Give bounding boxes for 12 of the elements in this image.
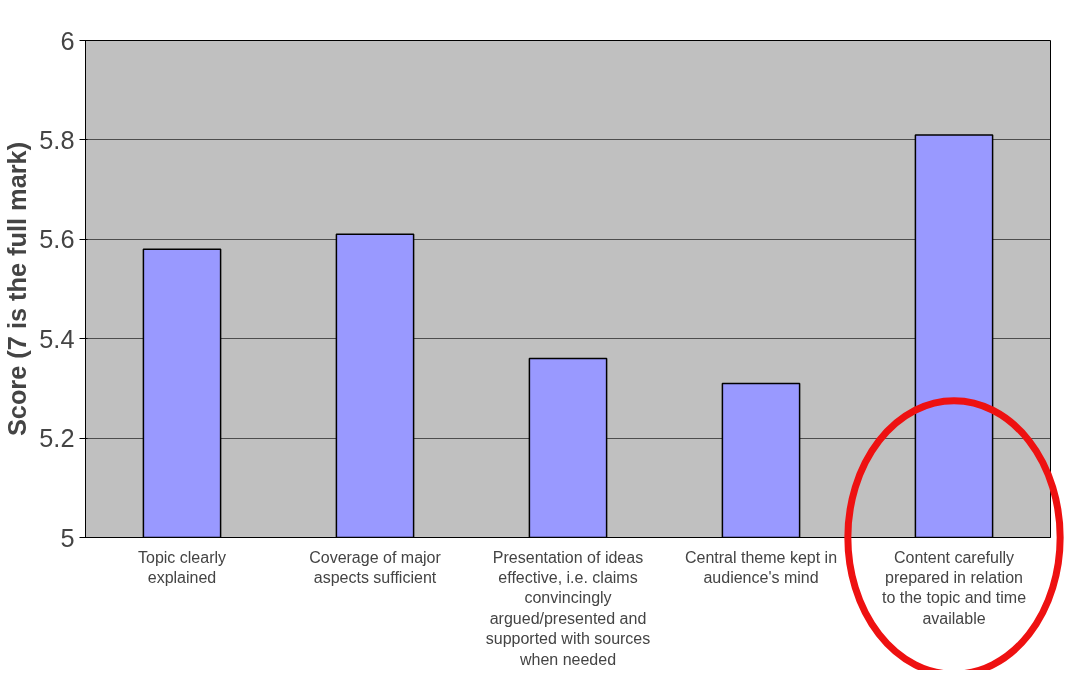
- y-tick-label: 5.6: [39, 225, 75, 254]
- y-tick-label: 5.2: [39, 424, 75, 453]
- y-tick-label: 5: [60, 523, 75, 552]
- y-tick-label: 6: [60, 26, 75, 55]
- y-tick-label: 5.8: [39, 125, 75, 154]
- x-tick-label: Coverage of major aspects sufficient: [309, 548, 442, 586]
- y-tick-label: 5.4: [39, 324, 75, 353]
- x-tick-label: Topic clearly explained: [137, 548, 227, 586]
- x-tick-label: Content carefully prepared in relation to the topic and time available: [881, 548, 1027, 627]
- x-tick-label: Presentation of ideas effective, i.e. claims convincingly argued/presented and supported with sources when needed: [485, 548, 651, 668]
- y-axis-title: Score (7 is the full mark): [3, 141, 32, 437]
- x-tick-label: Central theme kept in audience's mind: [684, 548, 838, 586]
